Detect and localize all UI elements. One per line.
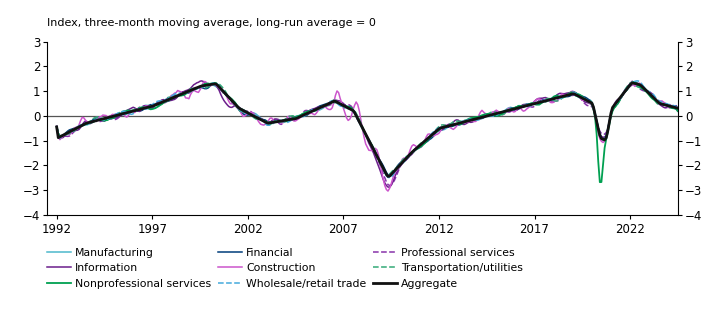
Text: Index, three-month moving average, long-run average = 0: Index, three-month moving average, long-… (47, 18, 376, 28)
Legend: Manufacturing, Information, Nonprofessional services, Financial, Construction, W: Manufacturing, Information, Nonprofessio… (47, 248, 523, 288)
